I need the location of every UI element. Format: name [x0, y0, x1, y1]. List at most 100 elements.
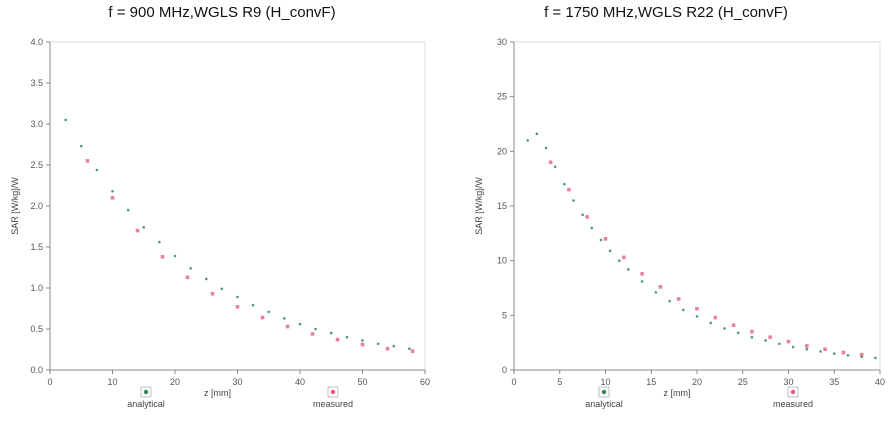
- data-point-measured: [805, 344, 809, 348]
- data-point-analytical: [832, 352, 836, 355]
- data-point-analytical: [709, 321, 713, 325]
- data-point-analytical: [314, 327, 317, 331]
- x-tick-label: 0: [47, 377, 52, 387]
- data-point-measured: [135, 228, 140, 233]
- data-point-measured: [603, 237, 608, 241]
- data-point-measured: [622, 255, 626, 260]
- data-point-analytical: [640, 280, 644, 283]
- data-point-measured: [185, 275, 190, 280]
- data-point-analytical: [283, 317, 286, 320]
- x-tick-label: 10: [600, 377, 610, 387]
- y-tick-label: 1.5: [30, 242, 43, 252]
- y-axis-label: SAR [W/kg]/W: [10, 177, 20, 235]
- data-point-analytical: [345, 335, 349, 339]
- data-point-analytical: [572, 199, 575, 202]
- data-point-analytical: [535, 132, 539, 136]
- data-point-analytical: [599, 238, 603, 242]
- data-point-measured: [548, 160, 553, 165]
- data-point-measured: [786, 339, 791, 344]
- data-point-analytical: [805, 347, 809, 351]
- data-point-measured: [695, 306, 699, 311]
- y-tick-label: 10: [497, 256, 507, 266]
- data-point-analytical: [563, 182, 566, 186]
- x-tick-label: 60: [420, 377, 430, 387]
- legend-item-measured: measured: [773, 386, 813, 409]
- legend-marker: [330, 389, 336, 395]
- legend-marker: [143, 389, 149, 395]
- y-tick-label: 2.0: [30, 201, 43, 211]
- x-tick-label: 40: [875, 377, 885, 387]
- legend-label: analytical: [127, 399, 165, 409]
- data-point-analytical: [142, 226, 146, 229]
- data-point-measured: [335, 337, 340, 342]
- data-point-analytical: [681, 308, 685, 312]
- data-point-measured: [841, 350, 846, 355]
- data-point-measured: [640, 271, 644, 276]
- data-point-analytical: [526, 139, 530, 142]
- data-point-analytical: [329, 331, 333, 335]
- data-point-analytical: [736, 331, 740, 335]
- x-tick-label: 20: [692, 377, 702, 387]
- y-tick-label: 30: [497, 37, 507, 47]
- data-point-analytical: [764, 339, 767, 342]
- x-tick-label: 10: [107, 377, 117, 387]
- data-point-analytical: [627, 268, 630, 271]
- y-tick-label: 20: [497, 146, 507, 156]
- data-point-analytical: [608, 249, 612, 253]
- legend-label: measured: [313, 399, 353, 409]
- data-point-measured: [676, 297, 681, 301]
- data-point-measured: [210, 291, 215, 296]
- x-axis-label: z [mm]: [664, 388, 691, 398]
- legend-marker: [601, 389, 607, 395]
- data-point-analytical: [361, 339, 364, 342]
- x-tick-label: 40: [295, 377, 305, 387]
- x-tick-label: 20: [170, 377, 180, 387]
- chart-title: f = 900 MHz,WGLS R9 (H_convF): [108, 4, 336, 21]
- chart-1750mhz: 0 5 10 15 20 25 30 35 40 0 5 10 15 20 25 30 z [mm] SAR [W…: [474, 37, 885, 409]
- data-point-analytical: [846, 353, 850, 357]
- data-point-measured: [410, 349, 415, 353]
- data-point-measured: [260, 315, 265, 320]
- data-point-measured: [567, 187, 571, 192]
- data-point-analytical: [874, 356, 877, 360]
- x-tick-label: 5: [557, 377, 562, 387]
- data-point-analytical: [408, 347, 411, 350]
- data-point-analytical: [189, 267, 192, 270]
- data-point-analytical: [778, 342, 781, 346]
- data-point-analytical: [173, 254, 177, 258]
- data-point-analytical: [392, 344, 396, 348]
- y-tick-label: 5: [502, 310, 507, 320]
- y-tick-label: 1.0: [30, 283, 43, 293]
- data-point-measured: [285, 324, 290, 329]
- x-tick-label: 15: [646, 377, 656, 387]
- y-tick-label: 3.5: [30, 78, 43, 88]
- data-point-analytical: [668, 299, 671, 303]
- data-point-measured: [859, 352, 864, 357]
- y-tick-label: 0.0: [30, 365, 43, 375]
- legend-item-analytical: analytical: [127, 386, 165, 409]
- y-axis-label: SAR [W/kg]/W: [474, 177, 484, 235]
- data-point-analytical: [267, 310, 271, 314]
- data-point-measured: [85, 159, 90, 163]
- data-point-analytical: [581, 213, 584, 217]
- x-tick-label: 35: [829, 377, 839, 387]
- legend-item-analytical: analytical: [585, 386, 623, 409]
- chart-panel-1750mhz: f = 1750 MHz,WGLS R22 (H_convF) 0 5 10 15 20…: [444, 0, 888, 444]
- data-point-analytical: [204, 277, 208, 281]
- data-point-measured: [731, 323, 736, 327]
- data-point-analytical: [654, 291, 658, 294]
- data-point-measured: [713, 315, 718, 320]
- data-point-analytical: [64, 118, 67, 122]
- data-point-analytical: [95, 168, 99, 172]
- data-point-measured: [235, 305, 240, 309]
- data-point-measured: [310, 332, 315, 336]
- x-tick-label: 30: [232, 377, 242, 387]
- plot-area: [513, 41, 881, 371]
- data-point-analytical: [251, 303, 255, 307]
- data-point-analytical: [791, 345, 795, 349]
- data-point-analytical: [750, 335, 754, 339]
- data-point-analytical: [220, 287, 224, 291]
- data-point-analytical: [553, 165, 557, 168]
- y-tick-label: 15: [497, 201, 507, 211]
- data-point-measured: [658, 285, 663, 289]
